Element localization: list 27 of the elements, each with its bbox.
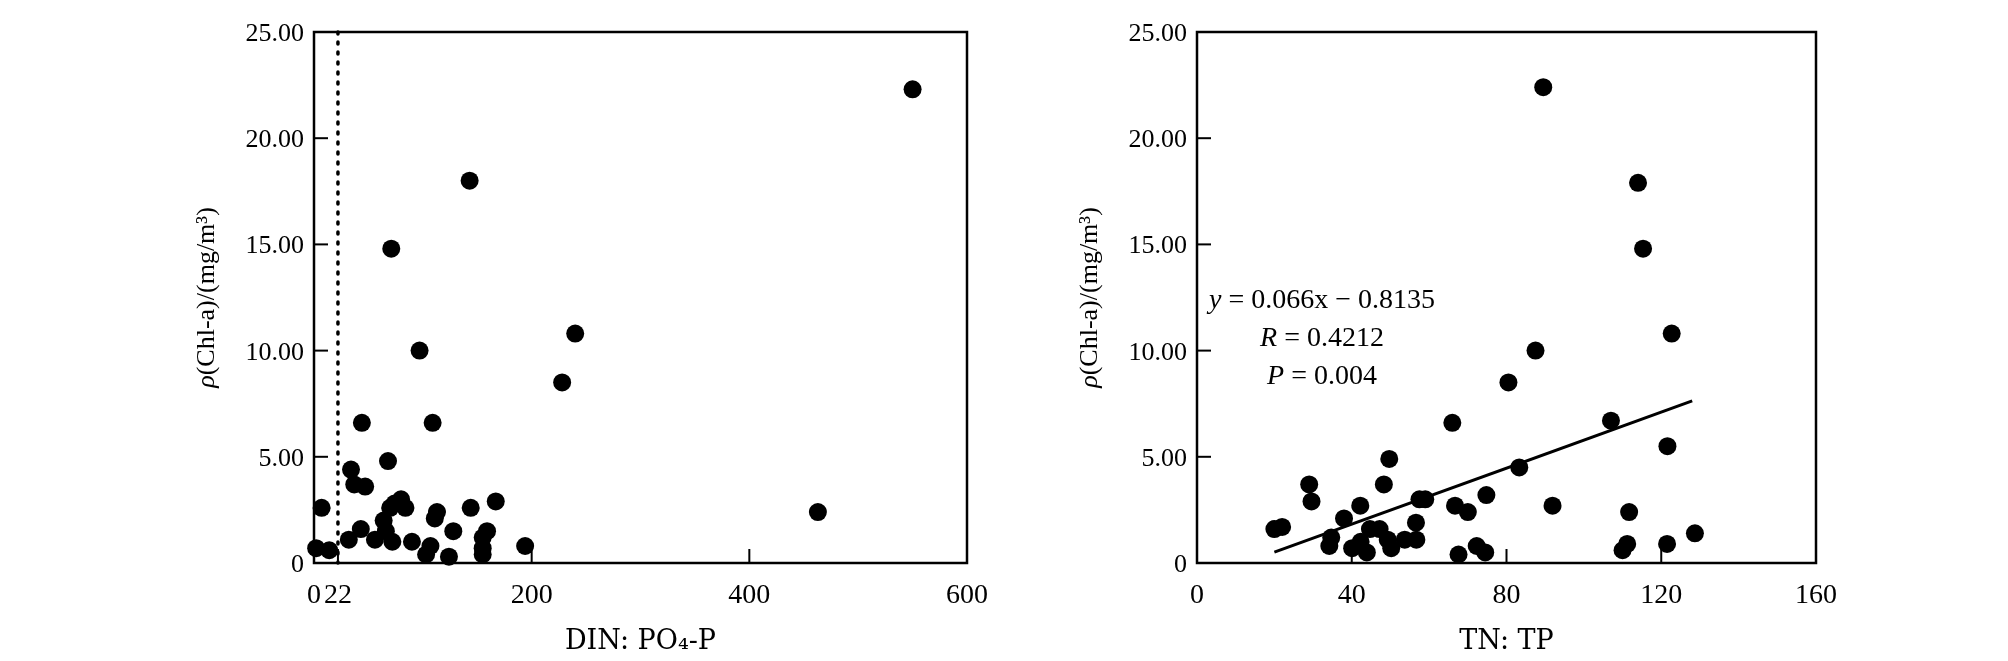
y-tick-label: 5.00 — [258, 442, 304, 472]
annotation: y = 0.066x − 0.8135 — [1205, 283, 1436, 314]
x-tick-label: 200 — [510, 578, 553, 609]
x-tick-label: 400 — [728, 578, 771, 609]
y-tick-label: 0 — [291, 549, 304, 578]
x-axis-title: TN: TP — [1459, 624, 1554, 655]
y-tick-label: 25.00 — [1128, 18, 1187, 47]
annotation: P = 0.004 — [1266, 359, 1377, 390]
x-tick-label: 40 — [1337, 578, 1366, 609]
y-tick-label: 15.00 — [245, 230, 304, 260]
x-tick-label: 120 — [1640, 578, 1683, 609]
x-tick-label: 160 — [1795, 578, 1837, 609]
y-tick-label: 20.00 — [1128, 124, 1187, 154]
y-tick-label: 10.00 — [245, 336, 304, 366]
x-tick-label: 22 — [323, 578, 352, 609]
x-axis-title: DIN: PO₄-P — [564, 624, 717, 655]
x-tick-label: 80 — [1492, 578, 1521, 609]
x-tick-label: 600 — [946, 578, 988, 609]
y-axis-title: ρ(Chl-a)/(mg/m³) — [1074, 207, 1103, 389]
y-tick-label: 25.00 — [245, 18, 304, 47]
annotation: R = 0.4212 — [1259, 321, 1384, 352]
y-tick-label: 15.00 — [1128, 230, 1187, 260]
y-tick-label: 20.00 — [245, 124, 304, 154]
y-tick-label: 10.00 — [1128, 336, 1187, 366]
y-axis-title: ρ(Chl-a)/(mg/m³) — [191, 207, 220, 389]
y-tick-label: 0 — [1174, 549, 1187, 578]
y-tick-label: 5.00 — [1141, 442, 1187, 472]
